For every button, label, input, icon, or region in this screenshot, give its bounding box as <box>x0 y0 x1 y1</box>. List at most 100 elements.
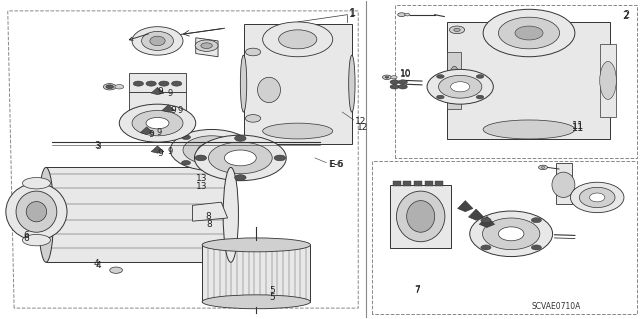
Circle shape <box>159 81 169 86</box>
Circle shape <box>449 26 465 33</box>
Ellipse shape <box>570 182 624 213</box>
Polygon shape <box>244 24 352 144</box>
Circle shape <box>391 76 397 79</box>
Text: 13: 13 <box>196 182 207 191</box>
Circle shape <box>481 245 491 250</box>
Circle shape <box>385 76 389 78</box>
Circle shape <box>235 136 246 141</box>
Circle shape <box>383 75 392 79</box>
Circle shape <box>481 218 491 223</box>
Ellipse shape <box>483 9 575 57</box>
Text: 7: 7 <box>414 285 420 294</box>
Text: 10: 10 <box>399 69 411 78</box>
Ellipse shape <box>132 27 183 55</box>
Text: 9: 9 <box>157 149 163 158</box>
Circle shape <box>274 155 285 161</box>
Ellipse shape <box>499 17 559 49</box>
Polygon shape <box>129 72 186 92</box>
Circle shape <box>172 81 182 86</box>
Polygon shape <box>600 44 616 117</box>
Ellipse shape <box>349 55 355 112</box>
Text: 12: 12 <box>357 123 369 132</box>
Text: SCVAE0710A: SCVAE0710A <box>531 302 580 311</box>
Ellipse shape <box>119 104 196 142</box>
Ellipse shape <box>132 110 183 136</box>
Circle shape <box>531 245 541 250</box>
Text: 9: 9 <box>167 89 172 98</box>
Ellipse shape <box>579 187 615 208</box>
Circle shape <box>133 81 143 86</box>
Ellipse shape <box>195 135 286 181</box>
Circle shape <box>233 135 242 139</box>
Ellipse shape <box>141 32 173 50</box>
Text: 5: 5 <box>269 286 275 295</box>
Circle shape <box>195 40 218 51</box>
Text: 9: 9 <box>167 147 172 156</box>
Polygon shape <box>162 105 175 112</box>
Ellipse shape <box>262 22 333 57</box>
Circle shape <box>201 43 212 48</box>
Ellipse shape <box>427 69 493 104</box>
Bar <box>435 181 443 186</box>
Ellipse shape <box>449 66 460 101</box>
Ellipse shape <box>38 167 54 262</box>
Text: 1: 1 <box>350 8 356 19</box>
Circle shape <box>390 85 399 89</box>
Ellipse shape <box>499 227 524 241</box>
Text: 6: 6 <box>24 231 29 240</box>
Ellipse shape <box>22 178 51 189</box>
Circle shape <box>115 85 124 89</box>
Polygon shape <box>151 87 164 95</box>
Circle shape <box>398 85 407 89</box>
Ellipse shape <box>470 211 552 256</box>
Ellipse shape <box>600 62 616 100</box>
Circle shape <box>109 267 122 273</box>
Polygon shape <box>196 38 218 57</box>
Polygon shape <box>447 22 610 139</box>
Ellipse shape <box>183 136 241 164</box>
Circle shape <box>235 175 246 180</box>
Text: 2: 2 <box>623 10 630 20</box>
Ellipse shape <box>483 120 575 139</box>
Text: 9: 9 <box>148 130 154 139</box>
Ellipse shape <box>26 202 47 222</box>
Circle shape <box>195 155 207 161</box>
Text: 12: 12 <box>355 117 367 126</box>
Ellipse shape <box>589 193 605 202</box>
Circle shape <box>390 80 399 84</box>
Ellipse shape <box>150 36 165 46</box>
Ellipse shape <box>6 183 67 240</box>
Circle shape <box>182 135 191 139</box>
Polygon shape <box>202 245 310 302</box>
Text: 10: 10 <box>399 70 411 78</box>
Ellipse shape <box>552 172 575 197</box>
Text: 2: 2 <box>623 11 629 21</box>
Text: E-6: E-6 <box>328 160 342 169</box>
Circle shape <box>103 84 116 90</box>
Circle shape <box>436 75 444 78</box>
Text: 9: 9 <box>157 87 163 96</box>
Ellipse shape <box>396 191 445 242</box>
Circle shape <box>106 85 113 89</box>
Ellipse shape <box>483 218 540 250</box>
Circle shape <box>146 81 156 86</box>
Ellipse shape <box>22 234 51 246</box>
Ellipse shape <box>406 201 435 232</box>
Ellipse shape <box>198 143 226 157</box>
Circle shape <box>436 95 444 99</box>
Ellipse shape <box>202 238 310 252</box>
Ellipse shape <box>170 130 253 171</box>
Polygon shape <box>193 202 228 221</box>
Circle shape <box>398 80 407 84</box>
Text: 9: 9 <box>156 128 161 137</box>
Bar <box>403 181 411 186</box>
Ellipse shape <box>16 191 57 232</box>
Text: E-6: E-6 <box>330 160 344 169</box>
Circle shape <box>397 13 405 17</box>
Bar <box>414 181 422 186</box>
Circle shape <box>246 115 260 122</box>
Polygon shape <box>556 163 572 204</box>
Text: 9: 9 <box>170 106 176 115</box>
Bar <box>394 181 401 186</box>
Text: 1: 1 <box>349 9 355 19</box>
